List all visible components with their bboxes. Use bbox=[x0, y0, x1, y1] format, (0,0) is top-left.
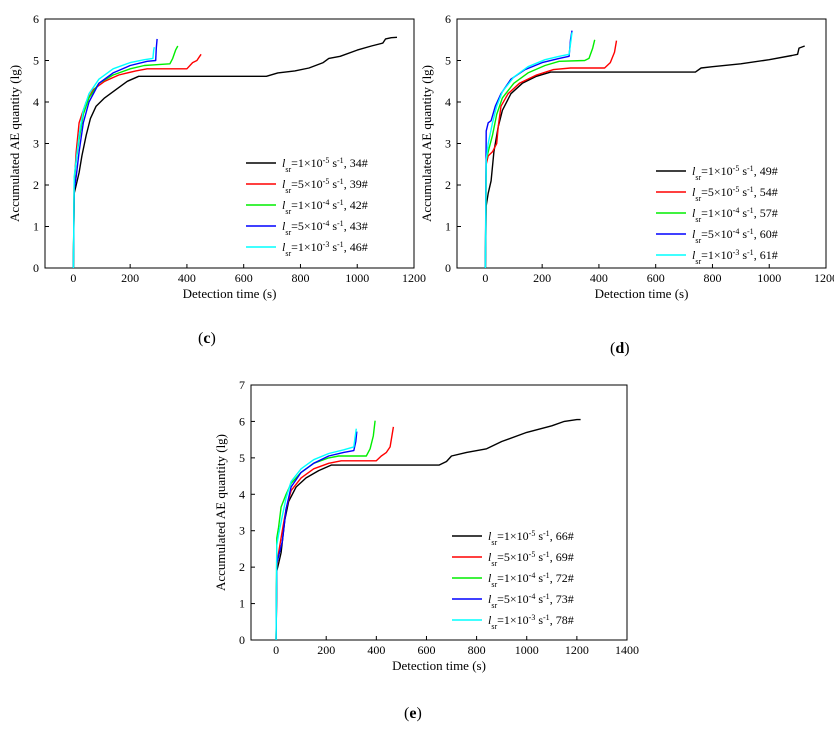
y-tick-label: 3 bbox=[239, 524, 245, 538]
x-axis-label: Detection time (s) bbox=[392, 658, 486, 673]
plot-frame bbox=[250, 384, 628, 641]
legend-entry: lsr=1×10-5 s-1, 34# bbox=[282, 156, 368, 174]
series-line-43 bbox=[72, 38, 158, 269]
series-line-60 bbox=[484, 30, 573, 269]
y-tick-label: 0 bbox=[33, 261, 39, 275]
y-tick-label: 0 bbox=[445, 261, 451, 275]
x-tick-label: 400 bbox=[178, 271, 196, 285]
legend-entry: lsr=1×10-3 s-1, 78# bbox=[488, 613, 574, 631]
legend-entry: lsr=1×10-5 s-1, 49# bbox=[692, 164, 778, 182]
y-tick-label: 4 bbox=[445, 95, 451, 109]
x-tick-label: 1200 bbox=[565, 643, 589, 657]
y-tick-label: 6 bbox=[239, 414, 245, 428]
y-tick-label: 2 bbox=[33, 178, 39, 192]
x-tick-label: 600 bbox=[417, 643, 435, 657]
y-axis-label: Accumulated AE quantity (lg) bbox=[7, 65, 22, 222]
series-line-69 bbox=[275, 426, 395, 641]
series-line-46 bbox=[72, 47, 155, 269]
series-line-34 bbox=[72, 36, 398, 269]
y-tick-label: 5 bbox=[445, 54, 451, 68]
x-tick-label: 200 bbox=[533, 271, 551, 285]
x-tick-label: 1000 bbox=[515, 643, 539, 657]
x-tick-label: 1000 bbox=[757, 271, 781, 285]
legend-entry: lsr=5×10-5 s-1, 54# bbox=[692, 185, 778, 203]
x-tick-label: 400 bbox=[367, 643, 385, 657]
x-tick-label: 1200 bbox=[402, 271, 426, 285]
y-tick-label: 1 bbox=[33, 220, 39, 234]
series-line-73 bbox=[275, 431, 358, 641]
series-line-57 bbox=[484, 39, 596, 269]
series-line-39 bbox=[72, 53, 202, 269]
y-tick-label: 5 bbox=[239, 451, 245, 465]
x-tick-label: 800 bbox=[291, 271, 309, 285]
y-axis-label: Accumulated AE quantity (lg) bbox=[419, 65, 434, 222]
y-tick-label: 6 bbox=[445, 12, 451, 26]
x-tick-label: 0 bbox=[482, 271, 488, 285]
x-tick-label: 1000 bbox=[345, 271, 369, 285]
panel-label-c: (c) bbox=[198, 330, 216, 347]
legend-entry: lsr=5×10-4 s-1, 43# bbox=[282, 219, 368, 237]
chart-c: 0 200 400 600 800 1000 1200 0 1 2 3 4 5 6 Detection ti… bbox=[7, 12, 426, 301]
panel-label-e: (e) bbox=[404, 705, 422, 722]
series-line-61 bbox=[484, 32, 573, 269]
x-tick-label: 800 bbox=[703, 271, 721, 285]
x-tick-label: 0 bbox=[273, 643, 279, 657]
x-tick-label: 200 bbox=[121, 271, 139, 285]
panel-label-d: (d) bbox=[610, 340, 630, 357]
y-tick-label: 3 bbox=[445, 137, 451, 151]
legend-entry: lsr=1×10-4 s-1, 57# bbox=[692, 206, 778, 224]
x-tick-label: 0 bbox=[70, 271, 76, 285]
y-tick-label: 2 bbox=[445, 178, 451, 192]
y-tick-label: 6 bbox=[33, 12, 39, 26]
y-tick-label: 5 bbox=[33, 54, 39, 68]
chart-d: 0 200 400 600 800 1000 1200 0 1 2 3 4 5 6 Detection ti… bbox=[419, 12, 834, 301]
series-line-78 bbox=[275, 428, 357, 641]
x-tick-label: 400 bbox=[590, 271, 608, 285]
series-line-42 bbox=[72, 45, 179, 269]
legend-entry: lsr=5×10-5 s-1, 69# bbox=[488, 550, 574, 568]
y-tick-label: 4 bbox=[239, 487, 245, 501]
y-tick-label: 1 bbox=[239, 597, 245, 611]
legend-entry: lsr=5×10-4 s-1, 60# bbox=[692, 227, 778, 245]
legend-entry: lsr=1×10-4 s-1, 42# bbox=[282, 198, 368, 216]
y-tick-label: 1 bbox=[445, 220, 451, 234]
x-tick-label: 200 bbox=[317, 643, 335, 657]
y-tick-label: 4 bbox=[33, 95, 39, 109]
x-tick-label: 1200 bbox=[814, 271, 834, 285]
chart-e: 0 200 400 600 800 1000 1200 1400 0 1 2 3 4 5 6 7 Detecti… bbox=[213, 378, 639, 673]
x-axis-label: Detection time (s) bbox=[595, 286, 689, 301]
legend-entry: lsr=1×10-3 s-1, 46# bbox=[282, 240, 368, 258]
series-line-49 bbox=[484, 45, 805, 269]
x-tick-label: 800 bbox=[468, 643, 486, 657]
series-line-54 bbox=[484, 40, 618, 269]
legend-entry: lsr=1×10-3 s-1, 61# bbox=[692, 248, 778, 266]
legend-entry: lsr=1×10-4 s-1, 72# bbox=[488, 571, 574, 589]
y-tick-label: 0 bbox=[239, 633, 245, 647]
y-tick-label: 7 bbox=[239, 378, 245, 392]
series-line-72 bbox=[275, 420, 376, 641]
y-tick-label: 2 bbox=[239, 560, 245, 574]
x-tick-label: 600 bbox=[235, 271, 253, 285]
legend-entry: lsr=5×10-4 s-1, 73# bbox=[488, 592, 574, 610]
x-tick-label: 600 bbox=[647, 271, 665, 285]
x-axis-label: Detection time (s) bbox=[183, 286, 277, 301]
y-axis-label: Accumulated AE quantity (lg) bbox=[213, 434, 228, 591]
legend-entry: lsr=1×10-5 s-1, 66# bbox=[488, 529, 574, 547]
legend-entry: lsr=5×10-5 s-1, 39# bbox=[282, 177, 368, 195]
y-tick-label: 3 bbox=[33, 137, 39, 151]
x-tick-label: 1400 bbox=[615, 643, 639, 657]
